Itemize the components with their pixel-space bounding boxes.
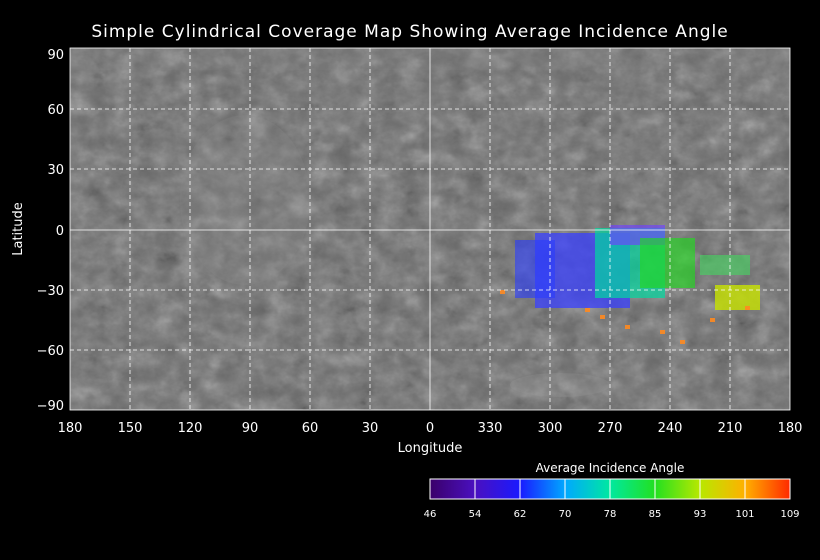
x-tick: 210	[718, 421, 743, 436]
colorbar-tick: 54	[469, 509, 482, 520]
colorbar-tick: 62	[514, 509, 527, 520]
x-axis-title: Longitude	[398, 441, 463, 456]
y-tick: −90	[37, 399, 64, 414]
colorbar-tick: 93	[694, 509, 707, 520]
x-tick: 30	[362, 421, 379, 436]
x-tick: 240	[658, 421, 683, 436]
x-tick: 180	[778, 421, 803, 436]
incidence-coverage-overlay	[500, 225, 760, 344]
colorbar-tick: 70	[559, 509, 572, 520]
colorbar-tick: 101	[735, 509, 754, 520]
x-tick: 300	[538, 421, 563, 436]
colorbar-title: Average Incidence Angle	[536, 461, 685, 475]
y-tick: 0	[56, 224, 64, 239]
x-tick: 120	[178, 421, 203, 436]
y-tick: 60	[47, 103, 64, 118]
y-axis-ticks: 90 60 30 0 −30 −60 −90	[37, 48, 64, 414]
x-tick: 60	[302, 421, 319, 436]
y-tick: −60	[37, 344, 64, 359]
x-tick: 90	[242, 421, 259, 436]
x-tick: 180	[58, 421, 83, 436]
colorbar-tick: 109	[780, 509, 799, 520]
x-tick: 270	[598, 421, 623, 436]
y-tick: 30	[47, 163, 64, 178]
colorbar-tick: 46	[424, 509, 437, 520]
map-gridlines	[69, 47, 791, 411]
colorbar: Average Incidence Angle 46 54 62 70 78 8…	[424, 461, 800, 520]
colorbar-tick: 78	[604, 509, 617, 520]
colorbar-tick: 85	[649, 509, 662, 520]
x-tick: 150	[118, 421, 143, 436]
x-axis-ticks: 180 150 120 90 60 30 0 330 300 270 240 2…	[58, 421, 803, 436]
x-tick: 330	[478, 421, 503, 436]
y-axis-title: Latitude	[11, 202, 26, 256]
x-tick: 0	[426, 421, 434, 436]
map-title: Simple Cylindrical Coverage Map Showing …	[91, 22, 729, 42]
y-tick: 90	[47, 48, 64, 63]
y-tick: −30	[37, 284, 64, 299]
